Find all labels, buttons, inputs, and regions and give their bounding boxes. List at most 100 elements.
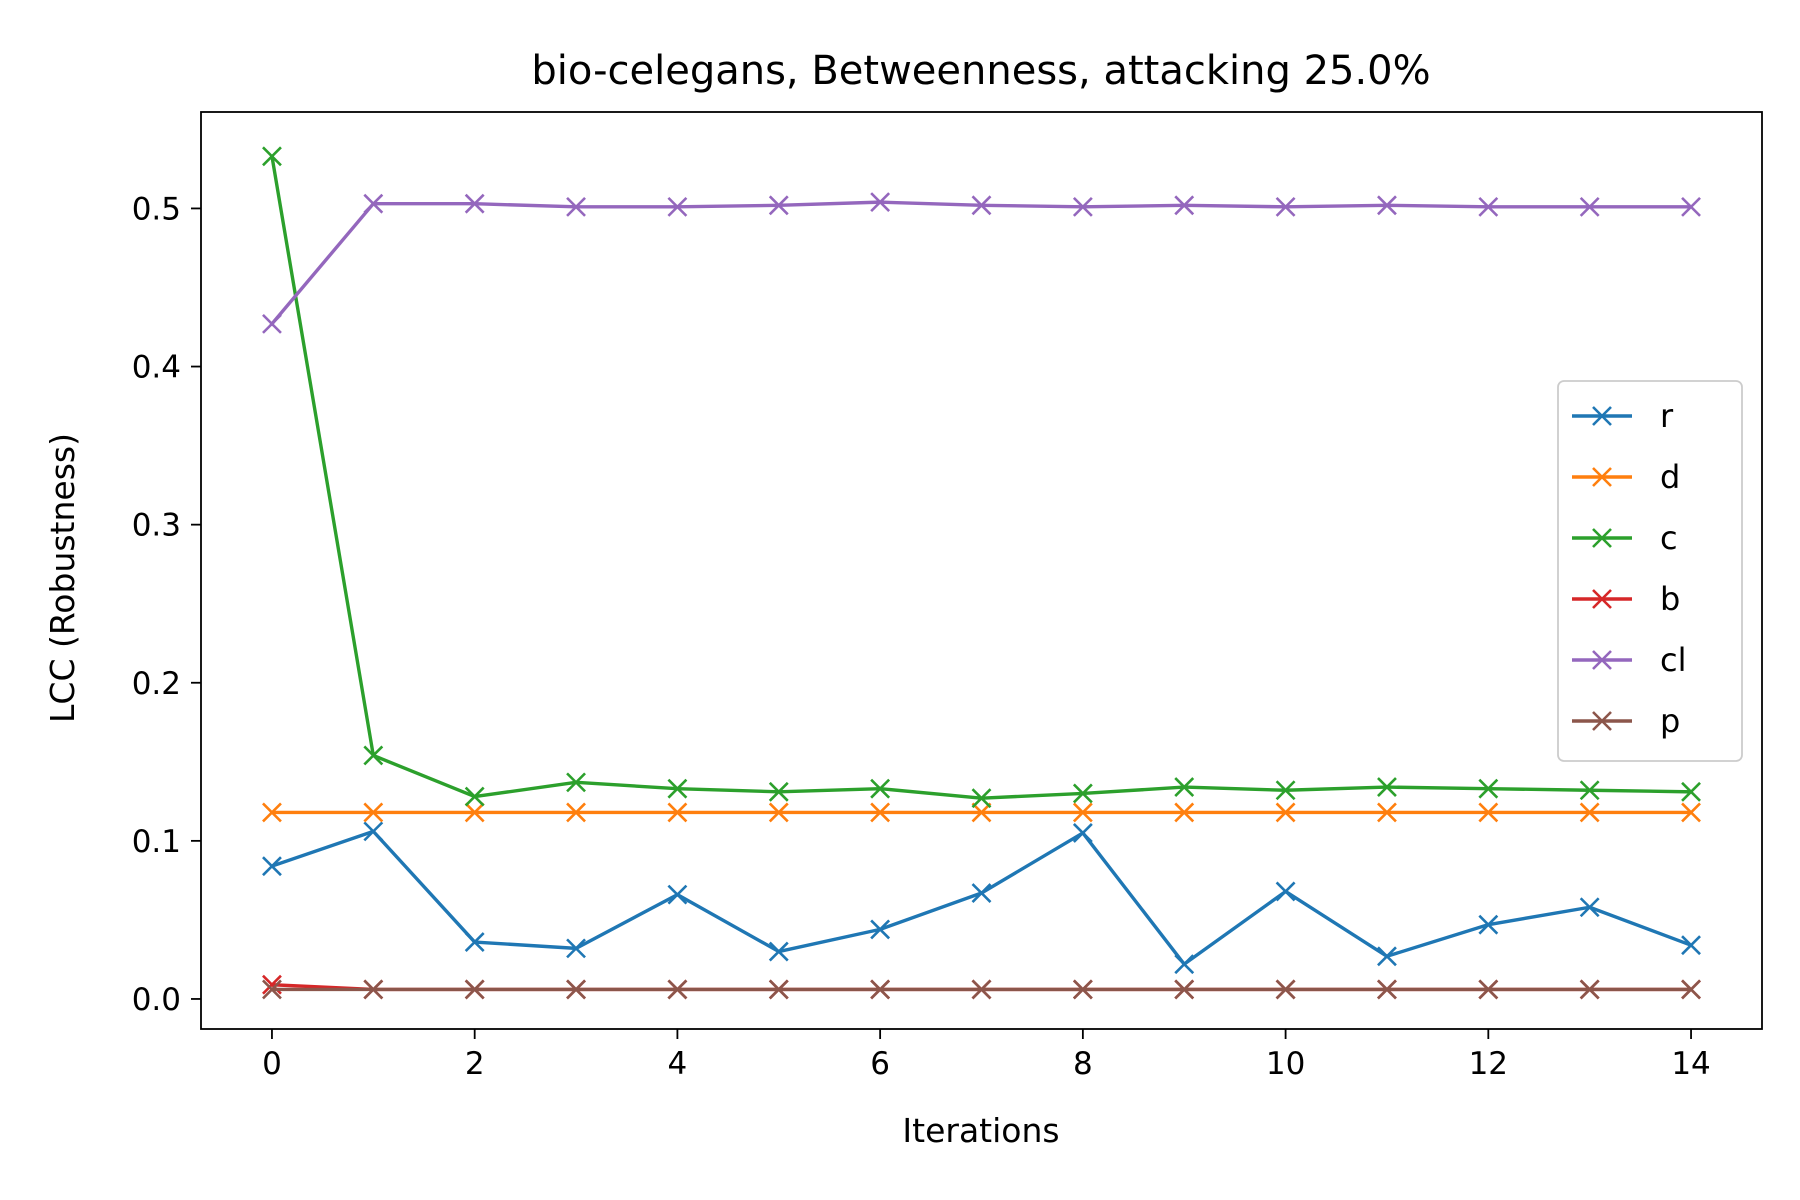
series-r <box>262 821 1701 975</box>
data-point-p <box>768 979 789 1000</box>
data-point-r <box>971 883 992 903</box>
data-point-r <box>1377 946 1397 967</box>
data-point-d <box>1681 802 1701 823</box>
data-point-p <box>870 979 891 1000</box>
data-point-r <box>1478 914 1499 935</box>
legend-label: b <box>1660 580 1680 618</box>
data-point-d <box>566 802 586 823</box>
data-point-cl <box>870 192 891 213</box>
data-point-cl <box>971 195 992 216</box>
data-point-d <box>870 802 891 823</box>
x-tick-label: 12 <box>1469 1046 1508 1082</box>
x-tick-label: 2 <box>465 1046 485 1082</box>
legend-entry-r: r <box>1572 397 1674 435</box>
data-point-r <box>262 856 282 877</box>
data-point-cl <box>1681 196 1701 217</box>
legend-entry-c: c <box>1572 519 1678 557</box>
series-c <box>262 146 1701 809</box>
series-p <box>262 979 1701 1000</box>
data-point-d <box>1478 802 1499 823</box>
data-point-c <box>1072 783 1093 804</box>
legend-marker <box>1592 528 1612 548</box>
data-point-p <box>464 979 485 1000</box>
data-point-p <box>667 979 688 1000</box>
data-point-p <box>1072 979 1093 1000</box>
data-point-r <box>464 932 485 952</box>
legend-marker <box>1592 467 1612 487</box>
series-line-c <box>269 154 1693 800</box>
data-point-d <box>971 802 992 823</box>
x-tick-label: 10 <box>1266 1046 1305 1082</box>
series-line-cl <box>269 200 1693 327</box>
data-point-c <box>566 772 586 793</box>
legend-label: cl <box>1660 641 1686 679</box>
legend-entry-p: p <box>1572 702 1680 740</box>
x-tick-label: 4 <box>668 1046 688 1082</box>
data-point-c <box>1579 780 1600 801</box>
plot-area <box>200 111 1763 1030</box>
x-tick-label: 8 <box>1073 1046 1093 1082</box>
data-point-d <box>667 802 688 823</box>
data-point-cl <box>1275 196 1296 217</box>
series-d <box>262 802 1701 823</box>
y-tick-label: 0.0 <box>132 982 181 1018</box>
data-point-p <box>1579 979 1600 1000</box>
data-point-r <box>1174 954 1195 975</box>
data-point-cl <box>363 193 384 214</box>
legend-entry-cl: cl <box>1572 641 1686 679</box>
data-point-cl <box>464 193 485 214</box>
legend-entry-d: d <box>1572 458 1680 496</box>
data-point-c <box>971 788 992 809</box>
data-point-c <box>464 786 485 807</box>
legend-label: r <box>1660 397 1674 435</box>
data-point-d <box>1377 802 1397 823</box>
data-point-cl <box>768 195 789 216</box>
legend-box <box>1557 380 1743 762</box>
data-point-r <box>1275 881 1296 902</box>
legend-marker <box>1592 711 1612 731</box>
data-point-d <box>768 802 789 823</box>
data-point-c <box>1681 781 1701 802</box>
data-point-p <box>363 979 384 1000</box>
data-point-r <box>768 941 789 962</box>
data-point-c <box>262 146 282 167</box>
data-point-cl <box>1478 196 1499 217</box>
data-point-c <box>1478 778 1499 799</box>
data-point-p <box>1377 979 1397 1000</box>
data-point-d <box>1579 802 1600 823</box>
legend-marker <box>1592 650 1612 670</box>
data-point-p <box>971 979 992 1000</box>
data-point-d <box>262 802 282 823</box>
data-point-p <box>1478 979 1499 1000</box>
y-tick-label: 0.3 <box>132 508 181 544</box>
data-point-d <box>1174 802 1195 823</box>
data-point-cl <box>1072 196 1093 217</box>
data-point-c <box>1275 780 1296 801</box>
legend-marker <box>1592 406 1612 426</box>
legend-marker <box>1592 589 1612 609</box>
data-point-d <box>363 802 384 823</box>
y-tick-label: 0.1 <box>132 824 181 860</box>
data-point-p <box>1681 979 1701 1000</box>
axis-ticks: 0 2 4 6 8 10 12 14 0.0 0.1 0.2 0.3 0.4 0.5 <box>132 191 1711 1082</box>
data-point-d <box>1275 802 1296 823</box>
legend-entry-b: b <box>1572 580 1680 618</box>
x-tick-label: 0 <box>262 1046 282 1082</box>
series-line-r <box>269 829 1694 966</box>
data-point-p <box>1275 979 1296 1000</box>
plot-frame <box>200 111 1763 1030</box>
data-point-c <box>1377 777 1397 798</box>
legend-label: d <box>1660 458 1680 496</box>
data-point-p <box>1174 979 1195 1000</box>
data-point-d <box>1072 802 1093 823</box>
data-point-cl <box>1377 195 1397 216</box>
legend-label: c <box>1660 519 1678 557</box>
data-point-p <box>566 979 586 1000</box>
data-point-r <box>870 919 891 940</box>
data-point-c <box>870 778 891 799</box>
y-axis-label: LCC (Robustness) <box>43 433 82 723</box>
data-point-r <box>566 938 586 959</box>
y-tick-label: 0.2 <box>132 666 181 702</box>
y-tick-label: 0.5 <box>132 191 181 227</box>
